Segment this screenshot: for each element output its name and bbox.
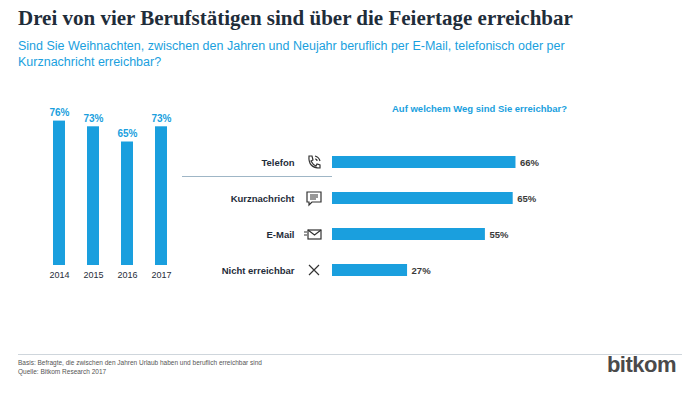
- svg-text:65%: 65%: [117, 128, 137, 139]
- svg-text:66%: 66%: [520, 157, 540, 168]
- html-text:Drei von vier Berufstätigen si: Drei von vier Berufstätigen sind über di…: [18, 6, 573, 30]
- svg-text:2015: 2015: [83, 270, 103, 280]
- svg-text:2014: 2014: [49, 270, 69, 280]
- svg-text:2016: 2016: [117, 270, 137, 280]
- svg-text:27%: 27%: [412, 265, 432, 276]
- svg-text:E-Mail: E-Mail: [267, 229, 295, 240]
- html-text:Basis: Befragte, die zwischen: Basis: Befragte, die zwischen den Jahren…: [18, 359, 262, 366]
- svg-text:2017: 2017: [151, 270, 171, 280]
- html-text:Sind Sie Weihnachten, zwischen: Sind Sie Weihnachten, zwischen den Jahre…: [18, 39, 565, 69]
- svg-text:Nicht erreichbar: Nicht erreichbar: [222, 265, 295, 276]
- html-text:Auf welchem Weg sind Sie errei: Auf welchem Weg sind Sie erreichbar?: [392, 103, 568, 114]
- html-text:bitkom: bitkom: [606, 352, 676, 377]
- svg-text:73%: 73%: [151, 113, 171, 124]
- html-text:Quelle: Bitkom Research 2017: Quelle: Bitkom Research 2017: [18, 368, 107, 375]
- svg-text:73%: 73%: [83, 113, 103, 124]
- svg-text:76%: 76%: [49, 107, 69, 118]
- svg-text:65%: 65%: [517, 193, 537, 204]
- svg-text:Kurznachricht: Kurznachricht: [231, 193, 296, 204]
- svg-text:55%: 55%: [489, 229, 509, 240]
- svg-text:Telefon: Telefon: [261, 157, 294, 168]
